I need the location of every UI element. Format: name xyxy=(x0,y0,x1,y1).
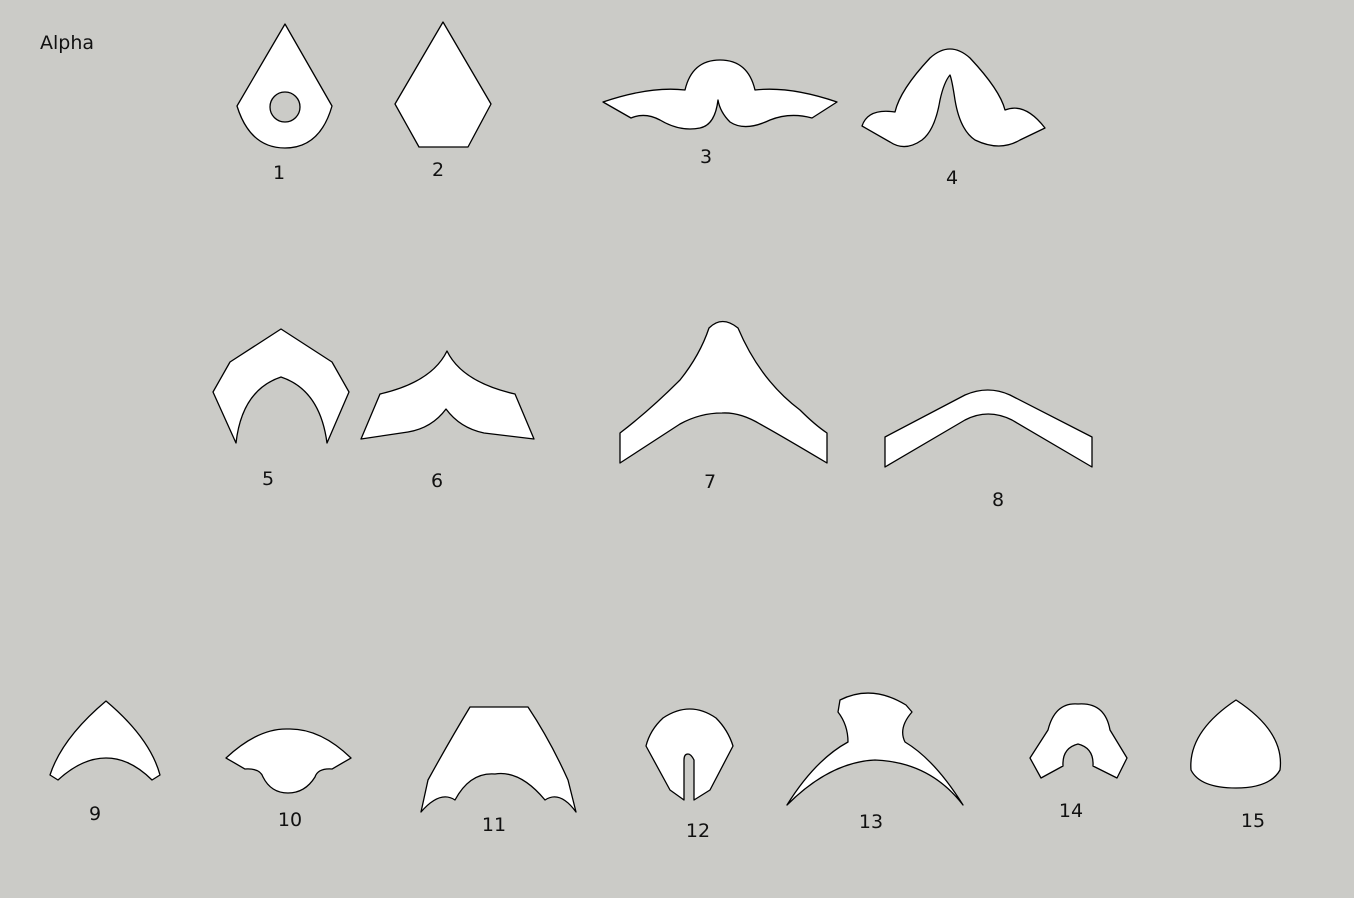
piece-12-shape xyxy=(645,708,734,801)
piece-label-12: 12 xyxy=(685,820,711,842)
piece-label-1: 1 xyxy=(272,162,286,184)
piece-9-shape xyxy=(49,700,161,781)
piece-label-14: 14 xyxy=(1058,800,1084,822)
piece-label-2: 2 xyxy=(431,159,445,181)
diagram-title: Alpha xyxy=(40,32,95,54)
piece-8-shape xyxy=(884,389,1093,468)
piece-15-shape xyxy=(1190,699,1282,789)
piece-4-shape xyxy=(861,48,1046,148)
piece-7-shape xyxy=(619,320,828,464)
piece-label-11: 11 xyxy=(481,814,507,836)
piece-6-shape xyxy=(360,350,535,440)
piece-label-9: 9 xyxy=(88,803,102,825)
piece-label-3: 3 xyxy=(699,146,713,168)
piece-13-shape xyxy=(786,692,964,806)
piece-label-10: 10 xyxy=(277,809,303,831)
piece-label-4: 4 xyxy=(945,167,959,189)
piece-label-8: 8 xyxy=(991,489,1005,511)
piece-label-7: 7 xyxy=(703,471,717,493)
piece-2-shape xyxy=(394,21,492,148)
piece-10-shape xyxy=(225,728,352,794)
piece-label-13: 13 xyxy=(858,811,884,833)
piece-11-shape xyxy=(420,706,577,813)
piece-label-15: 15 xyxy=(1240,810,1266,832)
piece-label-5: 5 xyxy=(261,468,275,490)
piece-3-shape xyxy=(602,59,838,130)
piece-label-6: 6 xyxy=(430,470,444,492)
piece-5-shape xyxy=(212,328,350,444)
piece-14-shape xyxy=(1029,703,1128,779)
piece-1-shape xyxy=(236,23,333,149)
